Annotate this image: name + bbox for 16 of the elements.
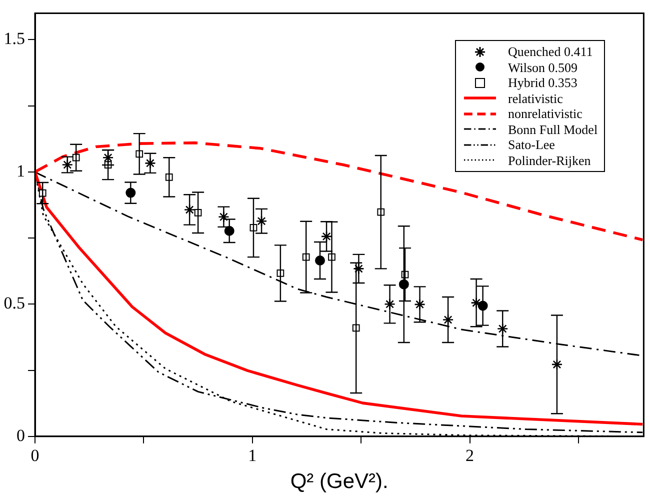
y-tick-label: 1.5 <box>4 29 25 48</box>
y-tick-label: 0 <box>16 426 25 445</box>
y-tick-label: 0.5 <box>4 294 25 313</box>
legend-label: Sato-Lee <box>508 137 555 152</box>
x-tick-label: 0 <box>30 446 40 466</box>
legend-label: Quenched 0.411 <box>508 44 593 60</box>
legend-label: Polinder-Rijken <box>508 152 591 168</box>
x-axis-title: Q² (GeV²). <box>290 470 388 494</box>
legend-label: relativistic <box>508 90 563 106</box>
legend-label: nonrelativistic <box>508 106 582 122</box>
y-tick-label: 1 <box>16 161 25 180</box>
legend-label: Hybrid 0.353 <box>508 75 578 90</box>
legend-label: Bonn Full Model <box>508 122 598 137</box>
x-tick-label: 2 <box>466 446 474 466</box>
x-tick-label: 1 <box>248 446 257 466</box>
legend-label: Wilson 0.509 <box>508 60 578 75</box>
